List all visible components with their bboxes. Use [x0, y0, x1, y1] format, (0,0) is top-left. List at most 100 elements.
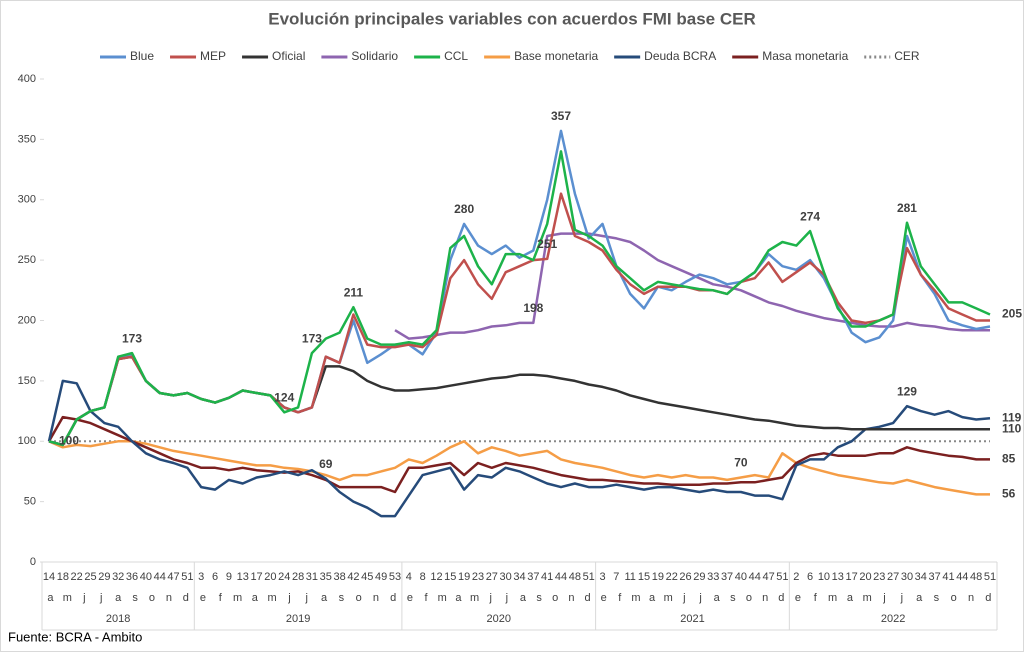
month-label: m — [233, 592, 242, 604]
x-tick-label: 41 — [942, 571, 954, 583]
data-label: 280 — [454, 202, 474, 216]
y-tick-label: 50 — [24, 496, 36, 508]
month-label: n — [373, 592, 379, 604]
month-label: e — [795, 592, 801, 604]
month-label: j — [882, 592, 885, 604]
x-tick-label: 47 — [167, 571, 179, 583]
series-line — [394, 232, 990, 340]
x-tick-label: 12 — [430, 571, 442, 583]
x-tick-label: 40 — [140, 571, 152, 583]
data-label: 211 — [344, 285, 364, 299]
y-tick-label: 400 — [18, 73, 36, 85]
x-tick-label: 30 — [901, 571, 913, 583]
month-label: j — [82, 592, 85, 604]
x-tick-label: 18 — [57, 571, 69, 583]
month-label: s — [132, 592, 138, 604]
month-label: m — [828, 592, 837, 604]
year-label: 2019 — [286, 613, 310, 625]
x-tick-label: 32 — [112, 571, 124, 583]
x-tick-label: 45 — [361, 571, 373, 583]
y-tick-label: 250 — [18, 254, 36, 266]
data-label: 205 — [1002, 307, 1022, 321]
x-tick-label: 20 — [264, 571, 276, 583]
x-tick-label: 13 — [832, 571, 844, 583]
legend-label: Blue — [130, 49, 154, 63]
month-label: d — [778, 592, 784, 604]
month-label: s — [536, 592, 542, 604]
month-label: o — [746, 592, 752, 604]
source: Fuente: BCRA - Ambito — [8, 629, 142, 644]
month-label: j — [488, 592, 491, 604]
month-label: d — [183, 592, 189, 604]
month-label: o — [149, 592, 155, 604]
x-tick-label: 22 — [666, 571, 678, 583]
legend-label: CCL — [444, 49, 468, 63]
x-tick-label: 48 — [970, 571, 982, 583]
legend-label: Solidario — [351, 49, 398, 63]
data-label: 119 — [1002, 410, 1022, 424]
month-label: o — [552, 592, 558, 604]
x-tick-label: 27 — [887, 571, 899, 583]
data-label: 173 — [302, 331, 322, 345]
month-label: a — [847, 592, 854, 604]
month-label: n — [568, 592, 574, 604]
x-tick-label: 20 — [859, 571, 871, 583]
data-label: 129 — [897, 384, 917, 398]
series-line — [48, 440, 990, 496]
data-label: 274 — [800, 209, 820, 223]
x-tick-label: 14 — [43, 571, 55, 583]
x-tick-label: 23 — [873, 571, 885, 583]
month-label: m — [863, 592, 872, 604]
x-tick-label: 51 — [181, 571, 193, 583]
x-tick-label: 37 — [721, 571, 733, 583]
legend-label: Base monetaria — [514, 49, 598, 63]
x-tick-label: 51 — [776, 571, 788, 583]
month-label: f — [618, 592, 622, 604]
month-label: m — [631, 592, 640, 604]
month-label: d — [584, 592, 590, 604]
month-label: n — [968, 592, 974, 604]
legend-label: Masa monetaria — [762, 49, 848, 63]
month-label: a — [252, 592, 259, 604]
x-tick-label: 47 — [762, 571, 774, 583]
year-label: 2022 — [881, 613, 905, 625]
x-tick-label: 40 — [735, 571, 747, 583]
month-label: e — [200, 592, 206, 604]
x-tick-label: 6 — [807, 571, 813, 583]
legend-label: CER — [894, 49, 920, 63]
x-tick-label: 19 — [652, 571, 664, 583]
month-label: f — [425, 592, 429, 604]
month-label: j — [698, 592, 701, 604]
x-tick-label: 36 — [126, 571, 138, 583]
x-tick-label: 51 — [984, 571, 996, 583]
month-label: s — [934, 592, 940, 604]
x-tick-label: 13 — [237, 571, 249, 583]
year-label: 2020 — [487, 613, 511, 625]
month-label: n — [166, 592, 172, 604]
x-tick-label: 37 — [527, 571, 539, 583]
month-label: a — [115, 592, 122, 604]
data-label: 198 — [523, 301, 543, 315]
y-tick-label: 0 — [30, 556, 36, 568]
month-label: a — [47, 592, 54, 604]
series-line — [47, 415, 990, 494]
x-tick-label: 26 — [679, 571, 691, 583]
month-label: o — [356, 592, 362, 604]
data-label: 100 — [59, 433, 79, 447]
data-label: 69 — [319, 457, 333, 471]
month-label: m — [268, 592, 277, 604]
x-tick-label: 17 — [250, 571, 262, 583]
month-label: j — [305, 592, 308, 604]
data-label: 173 — [122, 331, 142, 345]
y-tick-label: 100 — [18, 435, 36, 447]
month-label: j — [287, 592, 290, 604]
x-tick-label: 3 — [198, 571, 204, 583]
month-label: d — [390, 592, 396, 604]
data-label: 281 — [897, 201, 917, 215]
series-line — [47, 379, 991, 518]
x-tick-label: 44 — [956, 571, 968, 583]
x-tick-label: 23 — [472, 571, 484, 583]
x-tick-label: 34 — [915, 571, 927, 583]
x-tick-label: 44 — [749, 571, 761, 583]
